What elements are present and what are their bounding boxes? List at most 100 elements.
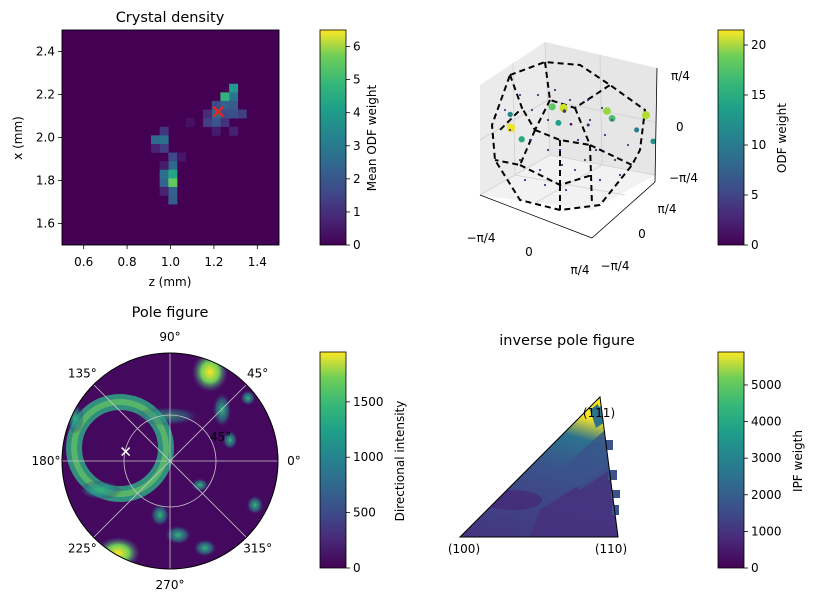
density-colorbar-tick-label: 6 [353,40,361,54]
odf-point-small [558,148,562,152]
pole-top-right-arc [192,353,228,392]
density-cell [211,100,221,110]
pole-colorbar-tick-label: 0 [353,561,361,575]
density-y-tick-label: 1.8 [36,174,55,188]
odf-point [548,103,556,111]
pole-colorbar-tick-label: 1000 [353,450,384,464]
density-cell [229,92,239,102]
density-x-tick-label: 1.2 [204,255,223,269]
density-cell [220,100,230,110]
density-cell [220,109,230,119]
pole-colorbar-label: Directional intensity [393,401,407,522]
odf-point-small [503,108,507,112]
odf-point [562,109,567,113]
density-y-ticks: 1.6 1.8 2.0 2.2 2.4 [36,45,62,231]
odf-point-small [528,138,532,142]
odf-y-tick-label: 0 [638,227,646,241]
density-cell [229,126,239,136]
odf-point [634,127,640,133]
density-cell [168,186,178,196]
pole-angle-tick-label: 0° [287,454,301,468]
pole-colorbar: 0 500 1000 1500 Directional intensity [319,351,407,575]
odf-point-small [610,118,614,122]
density-cell [168,178,178,188]
ipf-colorbar-tick-label: 1000 [751,524,782,538]
odf-point-small [530,108,534,112]
density-cell [168,161,178,171]
odf-point-small [588,118,592,122]
density-ylabel: x (mm) [11,116,25,160]
odf-3d-ticks: −π/4 0 π/4 −π/4 0 π/4 −π/4 0 π/4 [467,69,698,277]
odf-colorbar-ticks: 0 5 10 15 20 [744,38,766,252]
density-x-ticks: 0.6 0.8 1.0 1.2 1.4 [74,245,267,269]
pole-angle-tick-label: 225° [68,542,97,556]
odf-x-tick-label: 0 [525,245,533,259]
density-y-tick-label: 1.6 [36,217,55,231]
density-cell [237,109,247,119]
odf-point-small [598,178,602,182]
density-x-tick-label: 0.8 [118,255,137,269]
odf-point-small [568,98,572,102]
density-cell [159,135,169,145]
odf-point-small [523,178,527,182]
density-xlabel: z (mm) [149,275,192,289]
odf-point-small [518,93,522,97]
odf-point [555,119,562,126]
odf-point [507,111,513,118]
density-cell [211,118,221,128]
density-colorbar: 0 1 2 3 4 5 6 Mean ODF weight [319,29,379,252]
density-cell [168,195,178,205]
density-cell [159,169,169,179]
odf-point [608,114,616,122]
density-cell [211,126,221,136]
ipf-colorbar-tick-label: 5000 [751,378,782,392]
density-panel: Crystal density 0.6 0.8 1.0 1.2 1.4 1.6 1.8 2.… [11,10,280,289]
density-colorbar-tick-label: 0 [353,238,361,252]
density-cell [203,118,213,128]
odf-point-small [626,143,630,147]
pole-marker-x [121,447,131,457]
pole-intensity [66,353,264,569]
density-cell [159,126,169,136]
odf-point [518,136,525,143]
density-cell [203,109,213,119]
odf-point-small [618,173,622,177]
density-cell [159,178,169,188]
odf-point-small [543,183,547,187]
ipf-frame [458,395,619,538]
odf-point-small [536,93,540,97]
pole-colorbar-tick-label: 500 [353,506,376,520]
pole-radial-tick: 45° [210,430,231,444]
odf-point [641,111,651,120]
pole-angle-tick-label: 270° [156,578,185,592]
ipf-panel: inverse pole figure (100) (110) (111) [448,333,635,556]
density-cell [168,169,178,179]
pole-angle-tick-label: 315° [243,542,272,556]
density-y-tick-label: 2.2 [36,88,55,102]
odf-x-tick-label: −π/4 [467,231,496,245]
odf-z-tick-label: −π/4 [669,171,698,185]
density-cell [159,143,169,153]
odf-point-small [538,168,542,172]
odf-point-small [508,128,512,132]
odf-point-small [564,188,568,192]
ipf-title: inverse pole figure [499,333,635,349]
ipf-colorbar-tick-label: 2000 [751,488,782,502]
odf-z-tick-label: 0 [676,120,684,134]
pole-angle-tick-label: 90° [159,330,180,344]
odf-point-small [553,88,557,92]
odf-3d-points [503,88,657,192]
pole-frame [61,352,279,570]
ipf-jagged-edge [605,440,620,515]
density-cell [159,161,169,171]
density-cell [220,92,230,102]
density-colorbar-ticks: 0 1 2 3 4 5 6 [346,40,361,252]
density-y-tick-label: 2.0 [36,131,55,145]
density-x-tick-label: 0.6 [74,255,93,269]
odf-3d-panel: −π/4 0 π/4 −π/4 0 π/4 −π/4 0 π/4 [467,41,698,277]
density-cell [229,100,239,110]
density-colorbar-tick-label: 4 [353,106,361,120]
ipf-colorbar-label: IPF weigth [791,430,805,492]
density-colorbar-label: Mean ODF weight [365,85,379,192]
pole-angle-tick-label: 180° [32,454,61,468]
